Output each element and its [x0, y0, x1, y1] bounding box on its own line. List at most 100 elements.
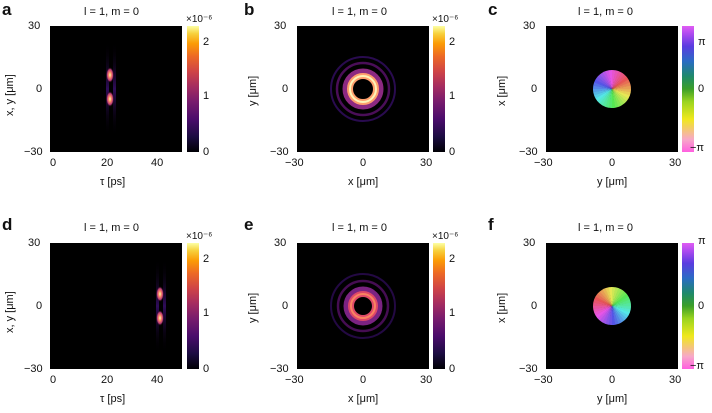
colorbar-tick: 1	[449, 90, 456, 102]
upper-lobe	[106, 67, 114, 83]
y-tick: 0	[36, 300, 43, 312]
panel-label: d	[2, 215, 13, 234]
phase-sector	[593, 89, 612, 96]
x-tick: 0	[609, 374, 616, 386]
colorbar-tick: 0	[449, 146, 456, 158]
side-fringe	[113, 41, 116, 137]
outer-ring	[330, 273, 396, 339]
transverse-phase-plot	[546, 243, 678, 369]
y-tick: −30	[24, 146, 43, 158]
phase-sector	[612, 89, 622, 107]
phase-sector	[599, 89, 612, 106]
phase-sector	[612, 89, 625, 106]
colorbar-tick: 0	[203, 363, 210, 375]
phase-sector	[595, 293, 612, 306]
panel-title: l = 1, m = 0	[578, 222, 634, 234]
phase-sector	[594, 296, 612, 306]
x-tick: 0	[360, 157, 367, 169]
vortex-core	[358, 301, 368, 311]
colorbar-tick: −π	[690, 360, 705, 372]
phase-sector	[612, 306, 630, 316]
phase-sector	[597, 89, 612, 104]
y-tick: 0	[531, 83, 538, 95]
phase-sector	[593, 88, 612, 93]
colorbar-tick: 1	[449, 307, 456, 319]
phase-sector	[612, 89, 627, 104]
phase-sector	[612, 89, 630, 99]
colorbar	[187, 243, 199, 369]
transverse-intensity-plot	[297, 26, 429, 152]
phase-sector	[593, 306, 612, 313]
y-tick: −30	[24, 363, 43, 375]
main-ring-halo	[342, 68, 384, 110]
panel-label: f	[488, 215, 494, 234]
panel-label: c	[488, 0, 498, 19]
x-tick: −30	[285, 157, 304, 169]
x-axis-label: y [μm]	[597, 393, 628, 405]
y-tick: −30	[519, 363, 538, 375]
lower-lobe	[156, 310, 164, 326]
side-fringe	[163, 258, 166, 354]
x-tick: 0	[609, 157, 616, 169]
colorbar	[682, 26, 694, 152]
y-axis-label: y [μm]	[247, 75, 259, 106]
y-axis-label: x [μm]	[496, 292, 508, 323]
panel-label: b	[244, 0, 255, 19]
phase-sector	[597, 306, 612, 321]
y-tick: −30	[270, 146, 289, 158]
x-axis-label: y [μm]	[597, 176, 628, 188]
phase-sector	[595, 306, 612, 319]
side-fringe	[106, 41, 109, 137]
phase-sector	[612, 76, 629, 89]
x-axis-label: τ [ps]	[100, 176, 126, 188]
phase-sector	[605, 287, 612, 306]
phase-sector	[612, 302, 631, 307]
phase-sector	[595, 76, 612, 89]
colorbar-tick: 0	[698, 83, 705, 95]
x-tick: 40	[151, 157, 164, 169]
phase-sector	[594, 306, 612, 316]
y-tick: 0	[36, 83, 43, 95]
middle-ring	[335, 61, 391, 117]
main-ring-halo	[343, 286, 383, 326]
transverse-phase-plot	[546, 26, 678, 152]
phase-sector	[602, 89, 612, 107]
y-axis-label: x, y [μm]	[4, 74, 16, 116]
phase-sector	[612, 72, 625, 89]
x-axis-label: τ [ps]	[100, 393, 126, 405]
phase-sector	[602, 71, 612, 89]
y-tick: 0	[531, 300, 538, 312]
colorbar-exponent: ×10⁻⁶	[186, 231, 213, 242]
colorbar	[433, 26, 445, 152]
x-tick: 20	[101, 157, 114, 169]
colorbar-tick: 2	[449, 253, 456, 265]
spatiotemporal-intensity-plot	[50, 26, 182, 152]
phase-sector	[612, 291, 627, 306]
phase-sector	[612, 74, 627, 89]
phase-sector	[612, 306, 622, 324]
phase-sector	[612, 299, 631, 306]
colorbar-tick: 0	[698, 300, 705, 312]
phase-sector	[602, 306, 612, 324]
x-axis-label: x [μm]	[348, 176, 379, 188]
phase-sector	[599, 289, 612, 306]
x-tick: 30	[669, 157, 682, 169]
y-axis-label: x, y [μm]	[4, 291, 16, 333]
x-tick: −30	[534, 374, 553, 386]
colorbar-exponent: ×10⁻⁶	[432, 14, 459, 25]
colorbar-exponent: ×10⁻⁶	[432, 231, 459, 242]
x-tick: −30	[534, 157, 553, 169]
colorbar-tick: 0	[449, 363, 456, 375]
upper-lobe	[156, 286, 164, 302]
phase-sector	[593, 305, 612, 310]
phase-sector	[612, 82, 631, 89]
colorbar	[433, 243, 445, 369]
x-tick: 30	[669, 374, 682, 386]
phase-sector	[594, 89, 612, 99]
x-tick: −30	[285, 374, 304, 386]
y-axis-label: x [μm]	[496, 75, 508, 106]
y-tick: 0	[282, 83, 289, 95]
phase-sector	[612, 79, 630, 89]
phase-sector	[612, 89, 619, 108]
transverse-intensity-plot	[297, 243, 429, 369]
